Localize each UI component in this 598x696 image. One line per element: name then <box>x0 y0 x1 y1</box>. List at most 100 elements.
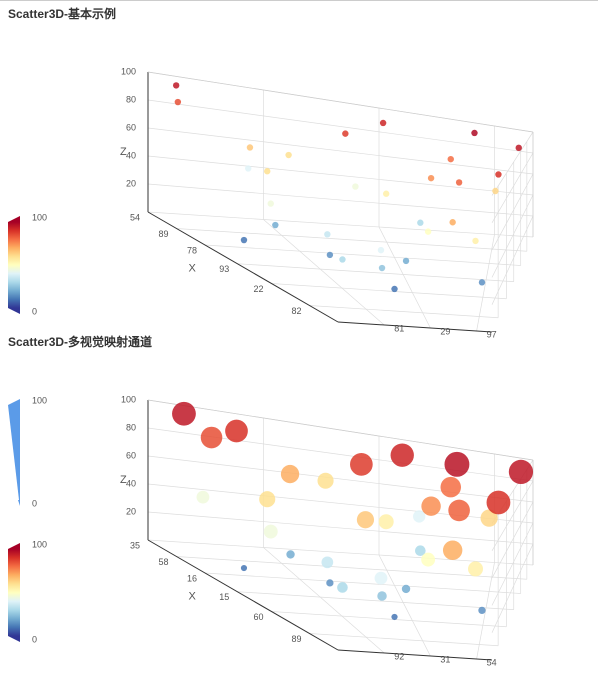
grid-line <box>271 611 507 628</box>
point <box>427 174 435 182</box>
point <box>240 236 248 244</box>
x-tick-label: 16 <box>187 573 197 583</box>
point <box>264 168 271 175</box>
visual-map-handle <box>8 543 20 549</box>
z-tick-label: 80 <box>126 422 136 432</box>
point <box>326 579 334 587</box>
point <box>259 491 276 508</box>
grid-line <box>147 183 534 217</box>
point <box>415 545 426 557</box>
point <box>471 129 478 137</box>
point <box>391 285 398 293</box>
x-axis <box>147 211 339 323</box>
y-tick-label: 54 <box>487 657 497 667</box>
z-tick-label: 20 <box>126 178 136 188</box>
visual-map-handle <box>8 308 20 314</box>
point <box>486 490 511 515</box>
z-tick-label: 100 <box>121 394 136 404</box>
grid-line <box>378 554 431 657</box>
point <box>286 550 295 559</box>
point <box>352 183 359 190</box>
point <box>172 82 180 89</box>
point <box>337 582 348 593</box>
x-tick-label: 93 <box>219 264 229 274</box>
point <box>378 264 386 272</box>
grid-line <box>263 547 385 654</box>
grid-line <box>491 501 534 579</box>
point <box>424 228 432 235</box>
point <box>321 556 334 569</box>
point <box>480 509 498 527</box>
grid-line <box>237 591 514 610</box>
point <box>448 499 470 522</box>
grid-line <box>147 211 534 238</box>
grid-line <box>147 127 534 175</box>
point <box>326 251 334 259</box>
point <box>401 584 411 594</box>
x-tick-label: 82 <box>291 306 301 316</box>
grid-line <box>237 263 514 282</box>
size-map-min: 0 <box>32 498 37 508</box>
x-axis-label: X <box>189 590 197 602</box>
point <box>440 476 462 498</box>
x-tick-label: 78 <box>187 245 197 255</box>
z-tick-label: 80 <box>126 94 136 104</box>
point <box>421 552 436 567</box>
point <box>374 571 388 585</box>
y-tick-label: 29 <box>440 326 450 336</box>
z-tick-label: 40 <box>126 478 136 488</box>
chart-title: Scatter3D-基本示例 <box>8 6 116 21</box>
x-tick-label: 89 <box>291 634 301 644</box>
point <box>382 190 390 197</box>
grid-line <box>491 131 534 196</box>
grid-line <box>491 194 534 278</box>
grid-line <box>176 228 527 252</box>
grid-line <box>147 455 534 503</box>
x-tick-label: 54 <box>130 212 140 222</box>
point <box>285 151 292 159</box>
point <box>225 419 248 443</box>
point <box>280 464 300 484</box>
grid-line <box>491 522 534 606</box>
point <box>402 257 410 265</box>
grid-line <box>476 234 495 332</box>
point <box>455 179 463 186</box>
z-tick-label: 100 <box>121 66 136 76</box>
point <box>174 98 182 106</box>
point <box>240 564 248 572</box>
point <box>317 472 334 489</box>
visual-map-max: 100 <box>32 539 47 549</box>
point <box>449 219 456 226</box>
y-tick-label: 97 <box>487 329 497 339</box>
x-tick-label: 15 <box>219 592 229 602</box>
point <box>390 443 414 467</box>
visual-map-min: 0 <box>32 634 37 644</box>
point <box>350 452 373 476</box>
point <box>478 279 486 286</box>
grid-line <box>147 99 534 154</box>
point <box>468 561 484 577</box>
y-tick-label: 92 <box>394 651 404 661</box>
visual-map-max: 100 <box>32 212 47 222</box>
z-tick-label: 40 <box>126 150 136 160</box>
grid-line <box>309 305 499 319</box>
point <box>421 496 441 516</box>
point <box>391 613 398 621</box>
point <box>172 401 196 426</box>
y-axis <box>337 321 493 333</box>
point <box>377 591 387 601</box>
y-axis <box>337 649 493 661</box>
grid-line <box>309 633 499 647</box>
point <box>379 119 387 127</box>
x-tick-label: 22 <box>253 284 263 294</box>
z-axis-label: Z <box>120 474 127 486</box>
point <box>356 511 375 529</box>
grid-line <box>263 219 385 326</box>
visual-map-bar <box>8 549 20 636</box>
y-tick-label: 81 <box>394 323 404 333</box>
point <box>246 144 254 151</box>
point <box>417 219 424 226</box>
grid-line <box>491 215 534 305</box>
point <box>413 510 426 523</box>
